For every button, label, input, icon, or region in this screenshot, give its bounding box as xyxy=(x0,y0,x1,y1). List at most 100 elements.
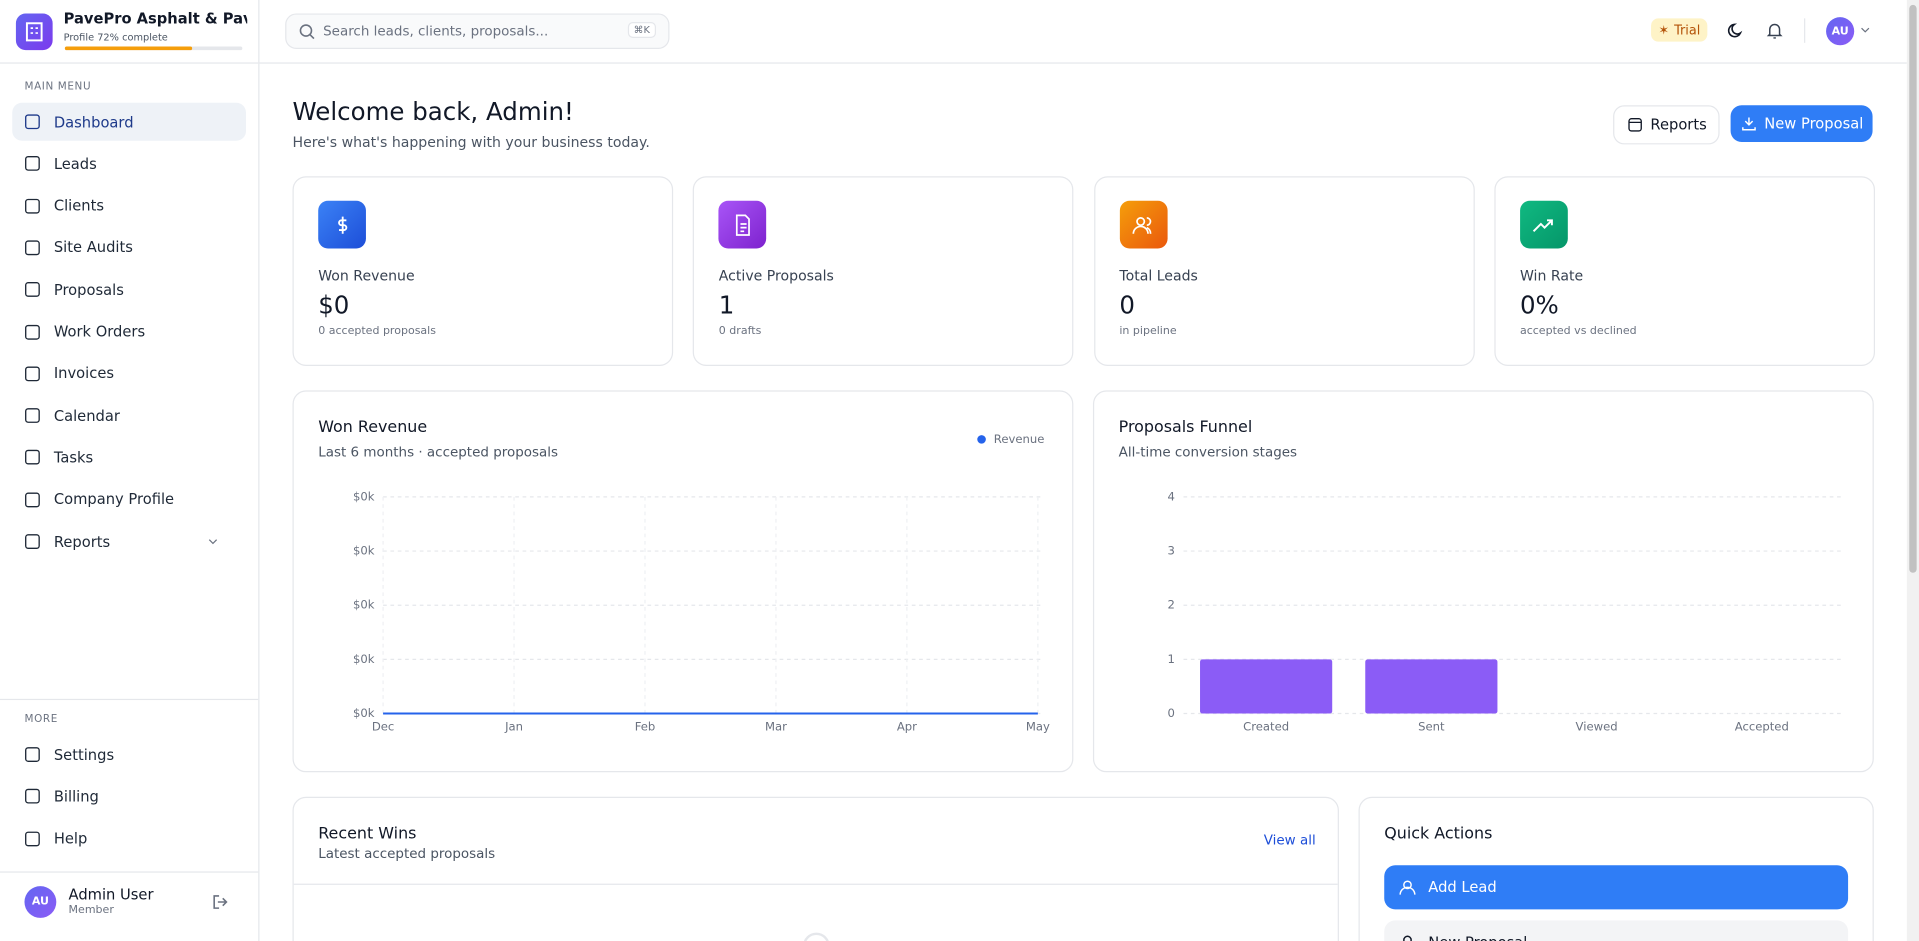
y-tick-label: 2 xyxy=(1168,598,1175,612)
menu-item[interactable]: Leads xyxy=(12,145,246,183)
user-avatar[interactable]: AU xyxy=(24,886,57,918)
x-tick-label: Feb xyxy=(635,719,656,733)
legend-label: Revenue xyxy=(994,432,1045,446)
menu-item[interactable]: Clients xyxy=(12,187,246,225)
menu-label: Invoices xyxy=(53,365,115,383)
profile-progress xyxy=(64,46,243,51)
quick-action[interactable]: New Proposal xyxy=(1384,920,1849,941)
menu-item[interactable]: Reports xyxy=(12,523,246,561)
stat-value: 1 xyxy=(718,290,735,320)
menu-label: Proposals xyxy=(53,281,124,299)
y-tick-label: $0k xyxy=(353,489,375,503)
chart-title: Proposals Funnel xyxy=(1118,418,1253,437)
x-tick-label: Dec xyxy=(372,719,394,733)
x-tick-label: Jan xyxy=(504,719,523,733)
menu-label: Reports xyxy=(53,533,111,551)
y-tick-label: $0k xyxy=(353,706,375,720)
y-tick-label: $0k xyxy=(353,652,375,666)
menu-item[interactable]: Billing xyxy=(12,778,246,816)
x-tick-label: Apr xyxy=(897,719,917,733)
stat-icon xyxy=(1519,200,1568,249)
stat-icon xyxy=(1119,200,1168,249)
x-tick-label: Mar xyxy=(765,719,787,733)
button-text: New Proposal xyxy=(1764,115,1864,133)
trial-badge[interactable]: ✶ Trial xyxy=(1651,18,1708,42)
menu-item[interactable]: Dashboard xyxy=(12,102,247,141)
search-box[interactable]: Search leads, clients, proposals... ⌘K xyxy=(285,13,670,49)
menu-item[interactable]: Calendar xyxy=(12,397,246,435)
stat-note: in pipeline xyxy=(1119,325,1177,338)
shortcut: ⌘K xyxy=(627,22,657,38)
stat-label: Active Proposals xyxy=(718,266,834,284)
menu-item[interactable]: Company Profile xyxy=(12,481,246,519)
menu-item[interactable]: Settings xyxy=(12,736,246,774)
reports-button[interactable]: Reports xyxy=(1613,105,1720,145)
chart-subtitle: Last 6 months · accepted proposals xyxy=(318,444,559,461)
menu-label: Calendar xyxy=(53,407,120,425)
chart-title: Won Revenue xyxy=(318,418,428,437)
y-tick-label: 3 xyxy=(1168,544,1175,558)
menu-label: Leads xyxy=(53,155,97,173)
stat-note: accepted vs declined xyxy=(1519,325,1637,338)
avatar-chevron[interactable] xyxy=(1860,27,1870,34)
stat-card: Won Revenue $0 0 accepted proposals xyxy=(292,176,674,366)
logout-icon[interactable] xyxy=(212,893,229,910)
x-tick-label: May xyxy=(1026,719,1050,733)
menu-label: Clients xyxy=(53,197,105,215)
new-proposal-button[interactable]: New Proposal xyxy=(1730,105,1873,142)
user-name: Admin User xyxy=(68,886,154,904)
recent-wins-card: Recent Wins Latest accepted proposals Vi… xyxy=(292,796,1339,941)
section-title: MAIN MENU xyxy=(24,80,92,94)
theme-toggle[interactable] xyxy=(1727,22,1744,39)
sidebar: PavePro Asphalt & Paving ... Profile 72%… xyxy=(0,0,260,941)
company-logo xyxy=(15,13,53,51)
quick-action[interactable]: Add Lead xyxy=(1384,865,1849,910)
funnel-chart-card: Proposals Funnel All-time conversion sta… xyxy=(1092,390,1874,773)
avatar[interactable]: AU xyxy=(1826,17,1855,46)
menu-item[interactable]: Help xyxy=(12,820,246,858)
y-tick-label: 0 xyxy=(1168,706,1175,720)
menu-item[interactable]: Invoices xyxy=(12,355,246,393)
x-tick-label: Viewed xyxy=(1576,719,1618,733)
profile-progress-text: Profile 72% complete xyxy=(63,31,168,43)
search-placeholder: Search leads, clients, proposals... xyxy=(323,23,549,40)
stat-icon xyxy=(718,200,767,249)
stat-card: Active Proposals 1 0 drafts xyxy=(693,176,1074,366)
menu-label: Help xyxy=(53,829,88,848)
welcome-subtitle: Here's what's happening with your busine… xyxy=(292,133,650,151)
menu-label: Settings xyxy=(53,745,115,764)
stat-note: 0 drafts xyxy=(718,325,762,338)
stat-card: Win Rate 0% accepted vs declined xyxy=(1494,176,1875,366)
stat-card: Total Leads 0 in pipeline xyxy=(1093,176,1475,366)
stat-note: 0 accepted proposals xyxy=(318,325,436,338)
x-tick-label: Accepted xyxy=(1735,719,1789,733)
action-label: Add Lead xyxy=(1428,878,1497,896)
stat-value: 0 xyxy=(1119,290,1135,320)
revenue-chart-card: Won Revenue Last 6 months · accepted pro… xyxy=(292,390,1074,773)
card-title: Recent Wins xyxy=(318,824,417,844)
x-tick-label: Created xyxy=(1243,719,1289,733)
y-tick-label: $0k xyxy=(353,598,375,612)
notifications[interactable] xyxy=(1766,22,1783,39)
legend-swatch xyxy=(977,435,986,444)
menu-item[interactable]: Tasks xyxy=(12,439,246,477)
menu-item[interactable]: Proposals xyxy=(12,271,246,309)
menu-item[interactable]: Site Audits xyxy=(12,229,246,267)
y-tick-label: $0k xyxy=(353,544,375,558)
card-subtitle: Latest accepted proposals xyxy=(318,845,496,862)
bar xyxy=(1365,659,1498,714)
menu-item[interactable]: Work Orders xyxy=(12,313,246,351)
view-all-link[interactable]: View all xyxy=(1263,832,1316,849)
action-label: New Proposal xyxy=(1428,934,1527,941)
stat-label: Win Rate xyxy=(1519,266,1584,284)
menu-label: Work Orders xyxy=(53,323,146,341)
stat-value: $0 xyxy=(318,290,350,320)
quick-actions-card: Quick Actions Add Lead New Proposal xyxy=(1358,796,1874,941)
welcome-title: Welcome back, Admin! xyxy=(292,96,574,127)
menu-label: Billing xyxy=(53,787,99,806)
stat-value: 0% xyxy=(1519,290,1559,320)
menu-label: Tasks xyxy=(53,449,94,467)
section-title: MORE xyxy=(24,713,58,726)
